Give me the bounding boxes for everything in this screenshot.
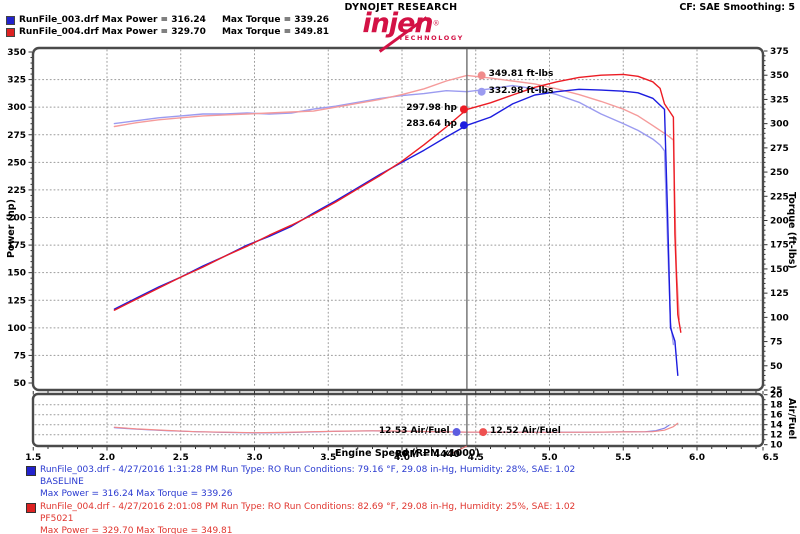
x-axis-label: Engine Speed (RPM x1000): [335, 448, 480, 459]
svg-text:75: 75: [770, 338, 783, 348]
run004-max-line: Max Power = 329.70 Max Torque = 349.81: [40, 526, 233, 534]
torque-axis-label: Torque (ft-lbs): [786, 192, 797, 269]
svg-text:100: 100: [7, 324, 26, 334]
svg-text:14: 14: [770, 421, 783, 431]
svg-text:375: 375: [770, 47, 789, 57]
svg-text:16: 16: [770, 411, 783, 421]
svg-text:1.5: 1.5: [25, 453, 41, 463]
run003-info-swatch: [26, 466, 36, 476]
svg-text:350: 350: [770, 71, 789, 81]
svg-text:4.5: 4.5: [468, 453, 484, 463]
svg-text:25: 25: [770, 386, 783, 396]
svg-text:325: 325: [770, 95, 789, 105]
torque-marker-label-run003: 332.98 ft-lbs: [488, 85, 554, 96]
svg-text:275: 275: [7, 131, 26, 141]
svg-text:175: 175: [7, 241, 26, 251]
run004-note: PF5021: [40, 514, 74, 524]
power-marker-label-run004: 297.98 hp: [406, 103, 457, 114]
svg-text:100: 100: [770, 313, 789, 323]
svg-text:3.5: 3.5: [320, 453, 336, 463]
svg-text:200: 200: [7, 214, 26, 224]
run003-swatch: [6, 15, 15, 25]
svg-text:75: 75: [13, 351, 26, 361]
af-axis-label: Air/Fuel: [786, 398, 797, 440]
svg-text:350: 350: [7, 48, 26, 58]
injen-logo-text: injen: [362, 8, 433, 39]
svg-text:6.5: 6.5: [763, 453, 779, 463]
legend-run004-power: RunFile_004.drf Max Power = 329.70: [19, 27, 206, 37]
svg-text:50: 50: [13, 379, 26, 389]
legend-run004-torque: Max Torque = 349.81: [221, 27, 329, 37]
run004-info-swatch: [26, 503, 36, 513]
svg-text:250: 250: [770, 168, 789, 178]
svg-text:300: 300: [770, 120, 789, 130]
run003-note: BASELINE: [40, 477, 84, 487]
run003-file-line: RunFile_003.drf - 4/27/2016 1:31:28 PM R…: [40, 465, 576, 475]
registered-mark: ®: [432, 19, 440, 28]
svg-text:3.0: 3.0: [247, 453, 263, 463]
svg-text:10: 10: [770, 441, 783, 451]
af-marker-label-run004: 12.52 Air/Fuel: [490, 426, 561, 437]
svg-text:275: 275: [770, 144, 789, 154]
run003-info-block: RunFile_003.drf - 4/27/2016 1:31:28 PM R…: [40, 464, 575, 500]
svg-text:2.5: 2.5: [173, 453, 189, 463]
svg-text:5.5: 5.5: [615, 453, 631, 463]
svg-text:200: 200: [770, 217, 789, 227]
svg-text:225: 225: [770, 192, 789, 202]
svg-text:300: 300: [7, 103, 26, 113]
injen-logo: injen® TECHNOLOGY: [330, 8, 472, 53]
svg-text:125: 125: [7, 296, 26, 306]
svg-text:250: 250: [7, 158, 26, 168]
run-legend: RunFile_003.drf Max Power = 316.24 Max T…: [6, 15, 329, 37]
svg-text:50: 50: [770, 362, 783, 372]
correction-settings: CF: SAE Smoothing: 5: [679, 2, 795, 13]
svg-text:6.0: 6.0: [689, 453, 705, 463]
svg-text:18: 18: [770, 401, 783, 411]
legend-row-run003: RunFile_003.drf Max Power = 316.24 Max T…: [6, 15, 329, 25]
torque-marker-label-run004: 349.81 ft-lbs: [488, 69, 554, 80]
dynojet-research-title: DYNOJET RESEARCH: [344, 2, 458, 13]
svg-text:4.0: 4.0: [394, 453, 410, 463]
svg-text:125: 125: [770, 289, 789, 299]
svg-text:150: 150: [770, 265, 789, 275]
legend-run003-torque: Max Torque = 339.26: [221, 15, 329, 25]
legend-run003-power: RunFile_003.drf Max Power = 316.24: [19, 15, 206, 25]
run004-swatch: [6, 27, 15, 37]
power-marker-label-run003: 283.64 hp: [406, 119, 457, 130]
af-marker-label-run003: 12.53 Air/Fuel: [378, 426, 450, 437]
svg-text:175: 175: [770, 241, 789, 251]
svg-text:325: 325: [7, 76, 26, 86]
run003-max-line: Max Power = 316.24 Max Torque = 339.26: [40, 489, 233, 499]
legend-row-run004: RunFile_004.drf Max Power = 329.70 Max T…: [6, 27, 329, 37]
svg-text:150: 150: [7, 269, 26, 279]
svg-text:225: 225: [7, 186, 26, 196]
svg-text:20: 20: [770, 391, 783, 401]
power-axis-label: Power (hp): [6, 199, 17, 258]
run004-info-block: RunFile_004.drf - 4/27/2016 2:01:08 PM R…: [40, 501, 575, 534]
svg-text:12: 12: [770, 431, 783, 441]
svg-text:2.0: 2.0: [99, 453, 115, 463]
technology-label: TECHNOLOGY: [398, 34, 464, 42]
cursor-rpm-label: RPM = 4440: [395, 449, 460, 460]
svg-text:5.0: 5.0: [542, 453, 558, 463]
run004-file-line: RunFile_004.drf - 4/27/2016 2:01:08 PM R…: [40, 502, 576, 512]
